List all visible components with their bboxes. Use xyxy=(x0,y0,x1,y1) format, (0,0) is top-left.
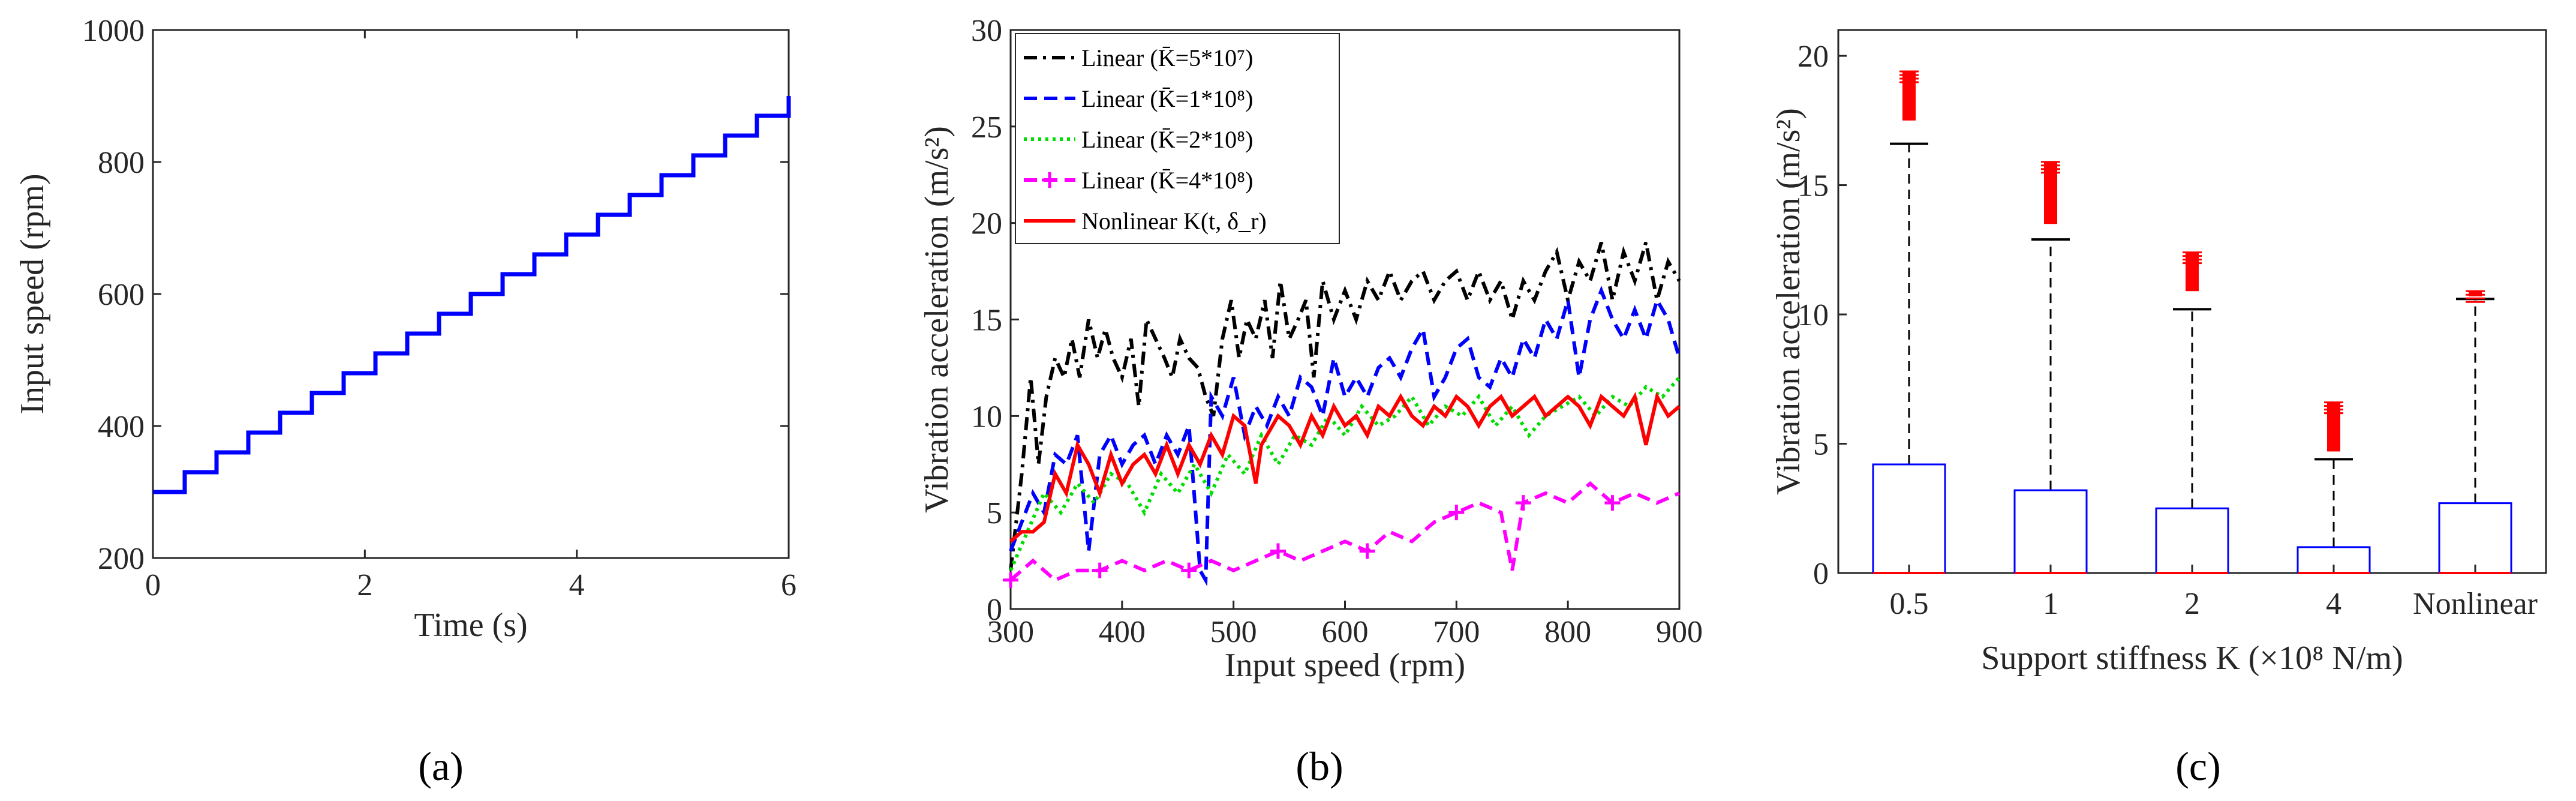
caption-a: (a) xyxy=(418,743,463,789)
panel-a-x-tick-label: 6 xyxy=(781,568,796,602)
panel-a-x-tick-label: 0 xyxy=(145,568,161,602)
panel-c-outliers xyxy=(2044,161,2057,224)
panel-b-series-marker xyxy=(1092,562,1108,578)
panel-b-x-tick-label: 600 xyxy=(1322,615,1369,649)
panel-c-x-tick-label: Nonlinear xyxy=(2413,587,2538,621)
panel-a-y-axis-label: Input speed (rpm) xyxy=(14,173,51,414)
panel-b-y-tick-label: 20 xyxy=(971,207,1002,241)
panel-a-chart: 0 2 4 6 200 400 600 800 1000 Time (s) Input speed … xyxy=(14,14,796,644)
panel-b-series-marker xyxy=(1448,505,1465,521)
panel-b-x-tick-label: 900 xyxy=(1656,615,1703,649)
panel-b-chart: 300 400 500 600 700 800 900 0 5 10 15 20 25 30 Input s… xyxy=(918,14,1703,684)
panel-c-y-axis-label: Vibration acceleration (m/s²) xyxy=(1770,108,1807,495)
panel-b-y-tick-label: 5 xyxy=(987,496,1002,530)
panel-b-legend-label-1: Linear (K̄=1*10⁸) xyxy=(1081,85,1253,112)
panel-b-series-line-1 xyxy=(1009,285,1681,587)
panel-b-series-marker xyxy=(1270,543,1286,559)
panel-b-x-tick-label: 300 xyxy=(987,615,1034,649)
panel-c-x-tick-label: 2 xyxy=(2184,587,2200,621)
panel-a-series-line xyxy=(153,96,791,494)
panel-c-box xyxy=(2155,507,2229,574)
panel-a-y-tick-label: 600 xyxy=(98,278,145,312)
panel-b-y-tick-label: 25 xyxy=(971,110,1002,145)
panel-c-outliers xyxy=(2186,252,2199,292)
panel-c-box xyxy=(2438,502,2512,574)
panel-c-outliers xyxy=(2469,291,2482,296)
panel-b-y-tick-label: 0 xyxy=(987,593,1002,627)
panel-c-y-tick-label: 20 xyxy=(1798,40,1829,74)
panel-b-series-marker xyxy=(1359,543,1375,559)
panel-c-box xyxy=(2013,489,2088,574)
caption-b: (b) xyxy=(1295,743,1343,789)
panel-b-x-tick-label: 700 xyxy=(1433,615,1480,649)
panel-a-x-tick-label: 2 xyxy=(357,568,372,602)
panel-b-x-tick-label: 400 xyxy=(1099,615,1146,649)
caption-c: (c) xyxy=(2175,743,2220,789)
panel-c-x-tick-label: 4 xyxy=(2326,587,2341,621)
panel-c-y-tick-label: 0 xyxy=(1813,557,1829,591)
panel-b-series-marker xyxy=(1181,562,1197,578)
panel-c-outliers xyxy=(2327,402,2340,452)
panel-c-y-tick-label: 15 xyxy=(1798,169,1829,203)
panel-c-outliers xyxy=(1902,71,1916,121)
panel-b-series-line-4 xyxy=(1009,392,1681,543)
panel-a-y-tick-label: 1000 xyxy=(82,14,145,48)
panel-c-y-tick-label: 10 xyxy=(1798,298,1829,332)
panel-b-series-marker xyxy=(1604,495,1621,511)
panel-b-x-tick-label: 500 xyxy=(1210,615,1257,649)
panel-b-x-axis-label: Input speed (rpm) xyxy=(1225,647,1465,684)
panel-b-series-line-2 xyxy=(1009,376,1681,571)
panel-b-series-marker xyxy=(1003,572,1018,588)
panel-c-box xyxy=(1872,463,1946,574)
panel-c-x-axis-label: Support stiffness K (×10⁸ N/m) xyxy=(1981,640,2403,677)
panel-b-series-line-0 xyxy=(1009,241,1681,571)
panel-b-series-marker xyxy=(1515,495,1531,511)
panel-b-legend-label-2: Linear (K̄=2*10⁸) xyxy=(1081,126,1253,153)
panel-b-legend-label-0: Linear (K̄=5*10⁷) xyxy=(1081,44,1253,71)
panel-c-chart: 0 5 10 15 20 0.5 1 2 4 Nonlinear Support stiffness… xyxy=(1770,29,2547,677)
panel-a-x-tick-label: 4 xyxy=(569,568,585,602)
panel-a-x-axis-label: Time (s) xyxy=(414,607,527,644)
panel-b-y-axis-label: Vibration acceleration (m/s²) xyxy=(918,126,955,513)
panel-b-y-tick-label: 10 xyxy=(971,400,1002,434)
panel-c-y-tick-label: 5 xyxy=(1813,428,1829,462)
panel-a-y-tick-label: 400 xyxy=(98,410,145,444)
panel-b-legend-label-3: Linear (K̄=4*10⁸) xyxy=(1081,167,1253,194)
panel-c-x-tick-label: 1 xyxy=(2043,587,2058,621)
panel-a-y-tick-label: 200 xyxy=(98,542,145,576)
panel-c-x-tick-label: 0.5 xyxy=(1890,587,1929,621)
panel-b-series-line-3 xyxy=(1009,481,1681,583)
panel-b-x-tick-label: 800 xyxy=(1544,615,1591,649)
panel-b-y-tick-label: 15 xyxy=(971,304,1002,338)
panel-b-legend-marker xyxy=(1042,172,1057,188)
panel-b-legend-label-4: Nonlinear K(t, δ_r) xyxy=(1081,208,1267,235)
panel-b-y-tick-label: 30 xyxy=(971,14,1002,48)
panel-a-y-tick-label: 800 xyxy=(98,146,145,180)
